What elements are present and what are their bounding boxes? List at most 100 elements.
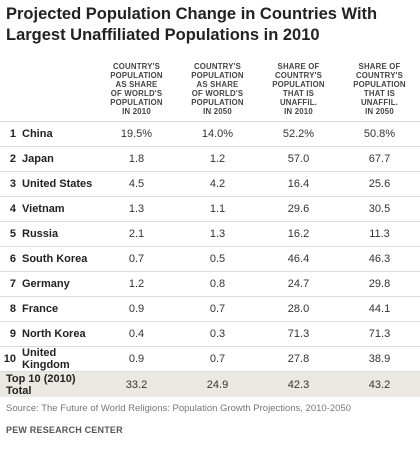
row-value: 46.4: [258, 247, 339, 272]
row-value: 67.7: [339, 147, 420, 172]
row-value: 1.3: [177, 222, 258, 247]
row-rank: 6: [0, 247, 20, 272]
row-rank: 4: [0, 197, 20, 222]
header-line: SHARE OF: [341, 62, 418, 71]
row-value: 28.0: [258, 297, 339, 322]
row-country: Germany: [20, 272, 96, 297]
table-row: 7 Germany 1.2 0.8 24.7 29.8: [0, 272, 420, 297]
row-value: 57.0: [258, 147, 339, 172]
table-row: 6 South Korea 0.7 0.5 46.4 46.3: [0, 247, 420, 272]
row-value: 52.2%: [258, 122, 339, 147]
row-rank: 3: [0, 172, 20, 197]
population-table: COUNTRY'S POPULATION AS SHARE OF WORLD'S POP…: [0, 58, 420, 397]
header-line: POPULATION: [341, 80, 418, 89]
row-country: China: [20, 122, 96, 147]
row-country: North Korea: [20, 322, 96, 347]
row-rank: 10: [0, 347, 20, 372]
header-line: COUNTRY'S: [341, 71, 418, 80]
header-line: POPULATION: [179, 71, 256, 80]
page-title: Projected Population Change in Countries…: [6, 4, 414, 46]
header-share-2050: COUNTRY'S POPULATION AS SHARE OF WORLD'S POP…: [177, 58, 258, 122]
row-value: 16.2: [258, 222, 339, 247]
row-rank: 8: [0, 297, 20, 322]
table-row: 1 China 19.5% 14.0% 52.2% 50.8%: [0, 122, 420, 147]
row-country: Vietnam: [20, 197, 96, 222]
table-row: 10 United Kingdom 0.9 0.7 27.8 38.9: [0, 347, 420, 372]
row-value: 29.8: [339, 272, 420, 297]
row-value: 4.5: [96, 172, 177, 197]
header-line: AS SHARE: [98, 80, 175, 89]
row-country: United States: [20, 172, 96, 197]
row-rank: 7: [0, 272, 20, 297]
total-row: Top 10 (2010) Total 33.2 24.9 42.3 43.2: [0, 372, 420, 398]
header-row: COUNTRY'S POPULATION AS SHARE OF WORLD'S POP…: [0, 58, 420, 122]
row-value: 19.5%: [96, 122, 177, 147]
header-line: COUNTRY'S: [179, 62, 256, 71]
total-value: 33.2: [96, 372, 177, 398]
row-rank: 9: [0, 322, 20, 347]
row-value: 25.6: [339, 172, 420, 197]
table-row: 2 Japan 1.8 1.2 57.0 67.7: [0, 147, 420, 172]
table-row: 5 Russia 2.1 1.3 16.2 11.3: [0, 222, 420, 247]
table-body: 1 China 19.5% 14.0% 52.2% 50.8% 2 Japan 1.8 1.2 57…: [0, 122, 420, 398]
row-value: 24.7: [258, 272, 339, 297]
row-country: United Kingdom: [20, 347, 96, 372]
row-value: 71.3: [258, 322, 339, 347]
title-line-2: Largest Unaffiliated Populations in 2010: [6, 25, 414, 46]
row-value: 0.4: [96, 322, 177, 347]
row-country: Japan: [20, 147, 96, 172]
row-value: 44.1: [339, 297, 420, 322]
title-line-1: Projected Population Change in Countries…: [6, 4, 414, 25]
header-share-2010: COUNTRY'S POPULATION AS SHARE OF WORLD'S POP…: [96, 58, 177, 122]
row-value: 14.0%: [177, 122, 258, 147]
header-unaffil-2010: SHARE OF COUNTRY'S POPULATION THAT IS UNAFFI…: [258, 58, 339, 122]
header-line: IN 2010: [98, 107, 175, 116]
total-value: 24.9: [177, 372, 258, 398]
row-value: 38.9: [339, 347, 420, 372]
row-value: 0.9: [96, 347, 177, 372]
total-value: 43.2: [339, 372, 420, 398]
table-row: 8 France 0.9 0.7 28.0 44.1: [0, 297, 420, 322]
row-rank: 1: [0, 122, 20, 147]
row-value: 0.5: [177, 247, 258, 272]
header-line: POPULATION: [179, 98, 256, 107]
row-value: 2.1: [96, 222, 177, 247]
row-value: 0.7: [96, 247, 177, 272]
row-value: 1.2: [96, 272, 177, 297]
table-row: 4 Vietnam 1.3 1.1 29.6 30.5: [0, 197, 420, 222]
row-country: France: [20, 297, 96, 322]
header-line: POPULATION: [98, 98, 175, 107]
header-line: OF WORLD'S: [98, 89, 175, 98]
header-line: UNAFFIL.: [260, 98, 337, 107]
row-rank: 5: [0, 222, 20, 247]
row-value: 0.3: [177, 322, 258, 347]
row-value: 1.1: [177, 197, 258, 222]
row-value: 0.8: [177, 272, 258, 297]
row-country: South Korea: [20, 247, 96, 272]
header-line: SHARE OF: [260, 62, 337, 71]
row-value: 0.7: [177, 297, 258, 322]
row-value: 30.5: [339, 197, 420, 222]
row-value: 27.8: [258, 347, 339, 372]
organization-credit: PEW RESEARCH CENTER: [6, 425, 123, 435]
header-line: POPULATION: [260, 80, 337, 89]
header-line: AS SHARE: [179, 80, 256, 89]
header-line: UNAFFIL.: [341, 98, 418, 107]
total-label: Top 10 (2010) Total: [0, 372, 96, 398]
header-unaffil-2050: SHARE OF COUNTRY'S POPULATION THAT IS UNAFFI…: [339, 58, 420, 122]
total-value: 42.3: [258, 372, 339, 398]
row-value: 1.2: [177, 147, 258, 172]
table-row: 3 United States 4.5 4.2 16.4 25.6: [0, 172, 420, 197]
row-value: 29.6: [258, 197, 339, 222]
row-value: 0.9: [96, 297, 177, 322]
source-note: Source: The Future of World Religions: P…: [6, 403, 351, 414]
header-line: THAT IS: [260, 89, 337, 98]
header-line: IN 2050: [179, 107, 256, 116]
row-value: 1.8: [96, 147, 177, 172]
row-value: 50.8%: [339, 122, 420, 147]
header-line: THAT IS: [341, 89, 418, 98]
row-value: 71.3: [339, 322, 420, 347]
row-rank: 2: [0, 147, 20, 172]
row-value: 0.7: [177, 347, 258, 372]
